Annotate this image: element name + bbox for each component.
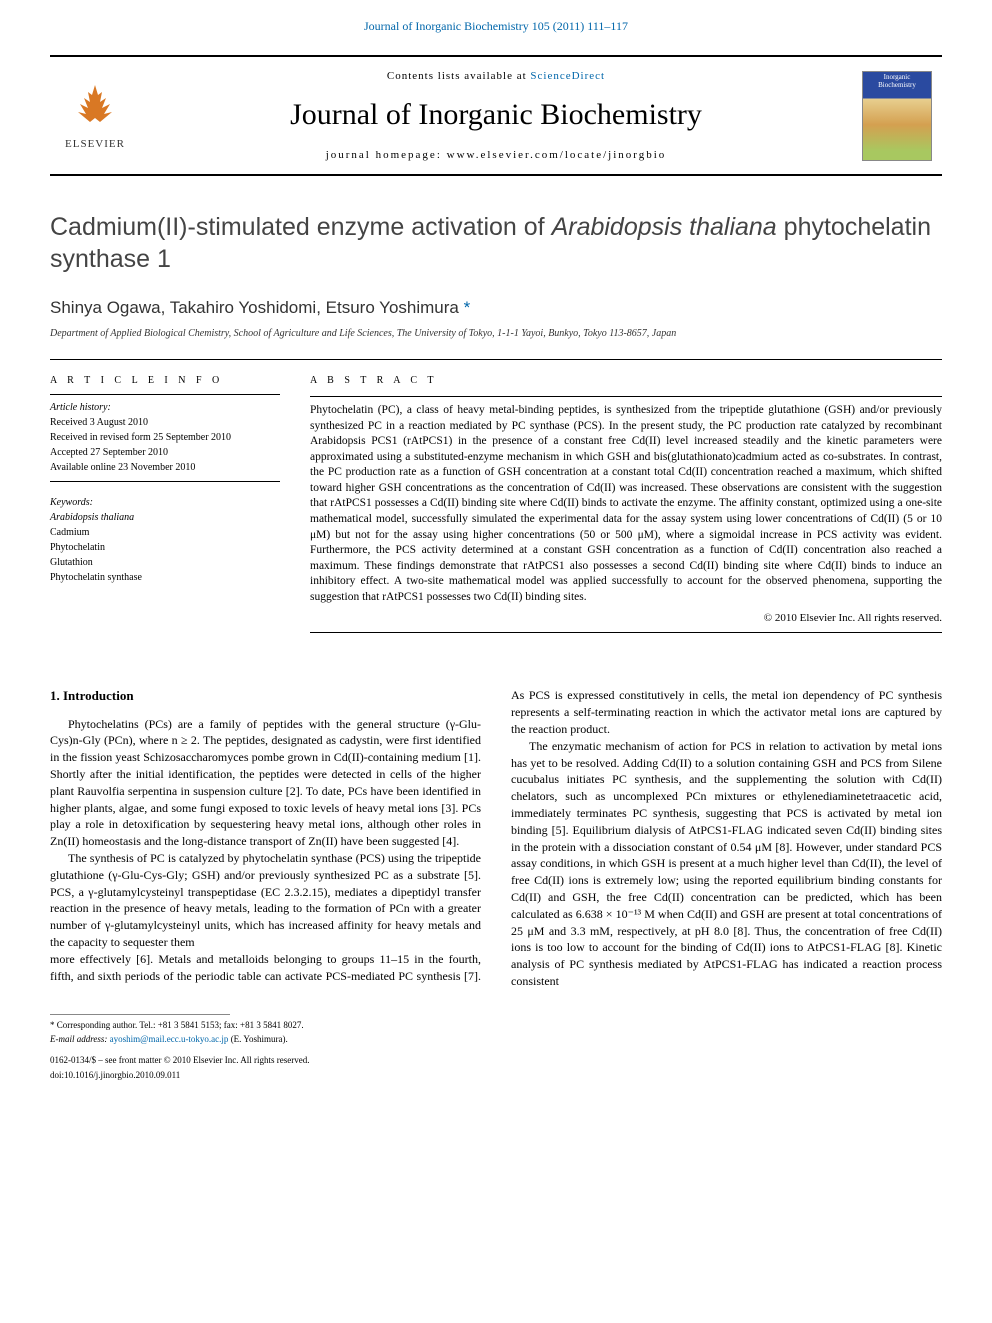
email-address[interactable]: ayoshim@mail.ecc.u-tokyo.ac.jp (110, 1034, 229, 1044)
doi-line: doi:10.1016/j.jinorgbio.2010.09.011 (50, 1069, 310, 1082)
corresponding-mark: * (464, 298, 471, 317)
email-footnote: E-mail address: ayoshim@mail.ecc.u-tokyo… (50, 1033, 310, 1046)
section-heading: 1. Introduction (50, 687, 481, 705)
publisher-name: ELSEVIER (50, 137, 140, 152)
sciencedirect-link[interactable]: ScienceDirect (530, 70, 605, 82)
info-divider-2 (50, 481, 280, 482)
header-center: Contents lists available at ScienceDirec… (140, 69, 852, 164)
title-section: Cadmium(II)-stimulated enzyme activation… (50, 211, 942, 342)
contents-prefix: Contents lists available at (387, 70, 530, 82)
author-names: Shinya Ogawa, Takahiro Yoshidomi, Etsuro… (50, 298, 464, 317)
keywords-label: Keywords: (50, 496, 280, 510)
journal-homepage: journal homepage: www.elsevier.com/locat… (140, 148, 852, 163)
body-text: 1. Introduction Phytochelatins (PCs) are… (50, 687, 942, 989)
email-suffix: (E. Yoshimura). (228, 1034, 287, 1044)
cover-thumbnail: Inorganic Biochemistry (862, 71, 932, 161)
history-label: Article history: (50, 401, 280, 415)
journal-cover: Inorganic Biochemistry (852, 71, 942, 161)
history-accepted: Accepted 27 September 2010 (50, 446, 280, 460)
info-abstract-row: A R T I C L E I N F O Article history: R… (50, 360, 942, 639)
info-divider (50, 394, 280, 395)
title-italic: Arabidopsis thaliana (552, 213, 777, 241)
issn-line: 0162-0134/$ – see front matter © 2010 El… (50, 1054, 310, 1067)
corresponding-footnote: * Corresponding author. Tel.: +81 3 5841… (50, 1019, 310, 1032)
keyword: Phytochelatin synthase (50, 571, 280, 585)
history-received: Received 3 August 2010 (50, 416, 280, 430)
history-online: Available online 23 November 2010 (50, 461, 280, 475)
abstract-column: A B S T R A C T Phytochelatin (PC), a cl… (310, 360, 942, 639)
abstract-divider-2 (310, 632, 942, 633)
body-para: The enzymatic mechanism of action for PC… (511, 738, 942, 990)
article-title: Cadmium(II)-stimulated enzyme activation… (50, 211, 942, 276)
article-info: A R T I C L E I N F O Article history: R… (50, 360, 280, 639)
footer: * Corresponding author. Tel.: +81 3 5841… (50, 1010, 942, 1083)
footer-left: * Corresponding author. Tel.: +81 3 5841… (50, 1010, 310, 1083)
contents-line: Contents lists available at ScienceDirec… (140, 69, 852, 84)
title-part-1: Cadmium(II)-stimulated enzyme activation… (50, 213, 552, 241)
body-para: Phytochelatins (PCs) are a family of pep… (50, 716, 481, 850)
authors: Shinya Ogawa, Takahiro Yoshidomi, Etsuro… (50, 296, 942, 320)
keyword: Glutathion (50, 556, 280, 570)
publisher-logo: ELSEVIER (50, 80, 140, 152)
keyword-italic: Arabidopsis thaliana (50, 512, 134, 523)
abstract-divider (310, 396, 942, 397)
footnote-rule (50, 1014, 230, 1015)
email-label: E-mail address: (50, 1034, 110, 1044)
article-info-heading: A R T I C L E I N F O (50, 374, 280, 388)
affiliation: Department of Applied Biological Chemist… (50, 327, 942, 341)
body-para: The synthesis of PC is catalyzed by phyt… (50, 850, 481, 951)
keyword: Phytochelatin (50, 541, 280, 555)
copyright: © 2010 Elsevier Inc. All rights reserved… (310, 611, 942, 626)
journal-header: ELSEVIER Contents lists available at Sci… (50, 55, 942, 176)
elsevier-tree-icon (50, 80, 140, 137)
journal-name: Journal of Inorganic Biochemistry (140, 94, 852, 136)
abstract-text: Phytochelatin (PC), a class of heavy met… (310, 403, 942, 605)
keyword: Arabidopsis thaliana (50, 511, 280, 525)
keyword: Cadmium (50, 526, 280, 540)
abstract-heading: A B S T R A C T (310, 374, 942, 388)
history-revised: Received in revised form 25 September 20… (50, 431, 280, 445)
journal-citation[interactable]: Journal of Inorganic Biochemistry 105 (2… (0, 0, 992, 45)
